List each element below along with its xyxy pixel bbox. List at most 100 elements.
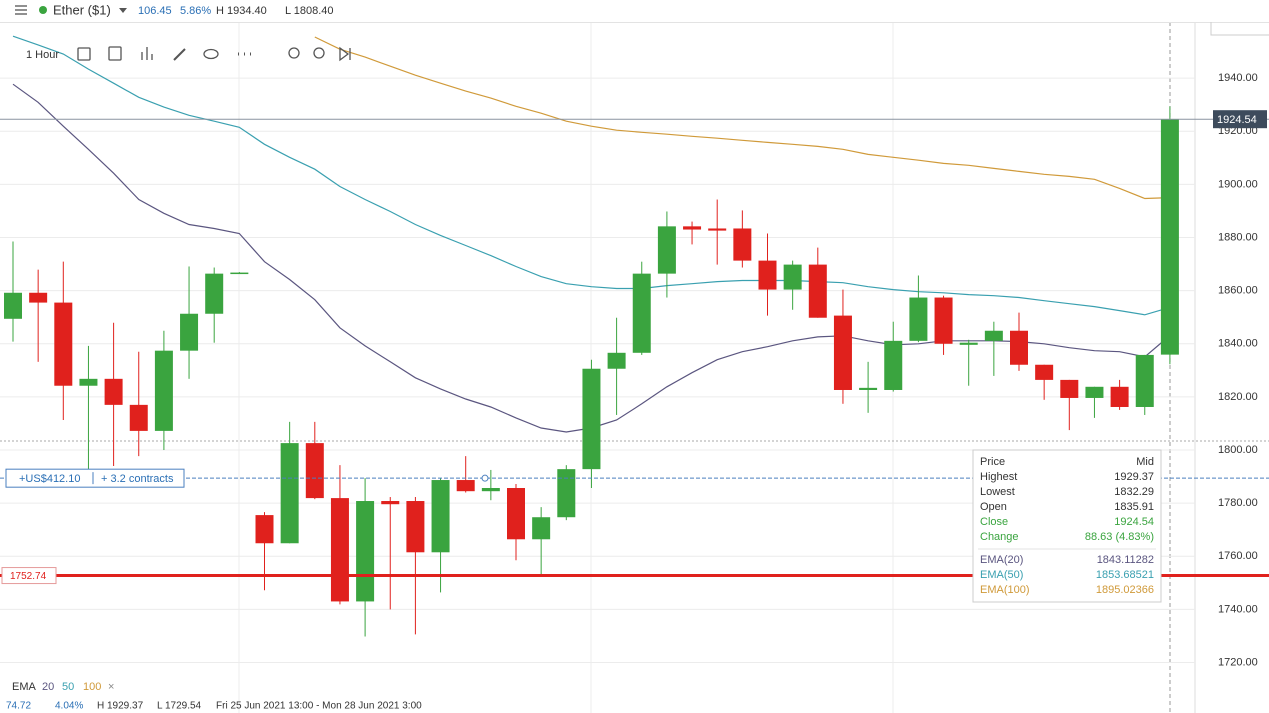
tooltip-label: Open (980, 501, 1007, 513)
candle-body (683, 226, 702, 230)
candle-body (79, 378, 98, 386)
session-high: H 1934.40 (216, 5, 267, 17)
candle-body (758, 260, 777, 290)
position-handle (481, 474, 489, 482)
candle-body (1110, 386, 1129, 407)
alert-label: 1752.74 (10, 571, 47, 582)
calendar-button[interactable] (108, 46, 122, 61)
y-tick-label: 1740.00 (1218, 603, 1258, 615)
tooltip-header: Mid (1136, 456, 1154, 468)
footer-stat: 4.04% (55, 701, 83, 712)
candle-body (280, 443, 299, 544)
tooltip-label: Highest (980, 471, 1017, 483)
instrument-name[interactable]: Ether ($1) (53, 2, 111, 17)
candle-body (481, 488, 500, 492)
candle-body (582, 368, 601, 470)
remove-study[interactable]: × (108, 681, 114, 693)
menu-icon[interactable] (15, 5, 27, 15)
candle-body (104, 378, 123, 405)
zoom-out-button[interactable] (288, 47, 300, 59)
tooltip-value: 1895.02366 (1096, 584, 1154, 596)
draw-button[interactable] (173, 48, 186, 61)
candle-body (1085, 386, 1104, 398)
interval-selector[interactable]: 1 Hour (26, 49, 59, 61)
study-period: 100 (83, 681, 101, 693)
candle-body (1160, 119, 1179, 355)
position-pnl: +US$412.10 (19, 473, 80, 485)
candle-body (632, 273, 651, 353)
candle-body (657, 226, 676, 274)
candle-body (607, 352, 626, 369)
last-price-tag (1213, 110, 1267, 129)
footer-stat: 74.72 (6, 701, 31, 712)
candle-body (1035, 364, 1054, 380)
tooltip-value: 1832.29 (1114, 486, 1154, 498)
tooltip-label: EMA(50) (980, 569, 1023, 581)
y-tick-label: 1720.00 (1218, 656, 1258, 668)
change-pct: 5.86% (180, 5, 211, 17)
candle-body (330, 498, 349, 602)
study-period: 20 (42, 681, 54, 693)
candle-body (1135, 354, 1154, 407)
candle-body (356, 501, 375, 602)
dropdown-arrow[interactable] (119, 8, 127, 13)
status-dot (39, 6, 47, 14)
candle-body (884, 340, 903, 390)
view-button[interactable] (203, 48, 219, 60)
last-price-label: 1924.54 (1217, 114, 1257, 126)
y-tick-label: 1800.00 (1218, 444, 1258, 456)
ema-line (314, 36, 1170, 200)
scroll-end-button[interactable] (339, 46, 351, 62)
chart-type-button[interactable] (77, 47, 91, 61)
candle-body (934, 297, 953, 344)
tooltip-label: Lowest (980, 486, 1015, 498)
y-tick-label: 1780.00 (1218, 497, 1258, 509)
tooltip-header: Price (980, 456, 1005, 468)
session-low: L 1808.40 (285, 5, 334, 17)
y-tick-label: 1760.00 (1218, 550, 1258, 562)
tooltip-value: 1853.68521 (1096, 569, 1154, 581)
y-tick-label: 1900.00 (1218, 178, 1258, 190)
alert-tag (1, 567, 57, 585)
candle-body (180, 313, 199, 351)
candle-body (733, 228, 752, 261)
position-tag (5, 468, 185, 488)
footer-stat: H 1929.37 (97, 701, 144, 712)
candle-body (1060, 379, 1079, 398)
tooltip-value: 88.63 (4.83%) (1085, 531, 1154, 543)
candle-body (456, 480, 475, 492)
candle-body (859, 387, 878, 390)
tooltip-value: 1924.54 (1114, 516, 1154, 528)
y-tick-label: 1840.00 (1218, 338, 1258, 350)
position-size: + 3.2 contracts (101, 473, 174, 485)
candle-body (381, 501, 400, 505)
candle-body (54, 302, 73, 386)
candle-body (255, 515, 274, 544)
candle-body (833, 315, 852, 390)
study-period: 50 (62, 681, 74, 693)
candle-body (783, 264, 802, 290)
candle-body (406, 501, 425, 553)
footer-range: Fri 25 Jun 2021 13:00 - Mon 28 Jun 2021 … (216, 701, 422, 712)
candle-body (532, 517, 551, 540)
corner-box (1210, 22, 1269, 36)
candle-body (230, 272, 249, 275)
candle-body (4, 292, 22, 319)
tooltip-box (972, 449, 1162, 603)
tooltip-label: Close (980, 516, 1008, 528)
candle-body (984, 330, 1003, 341)
candle-body (129, 404, 148, 431)
zoom-in-button[interactable] (313, 47, 325, 59)
tooltip: Price Mid Highest 1929.37 Lowest 1832.29 Open 1… (972, 449, 1162, 603)
y-tick-label: 1820.00 (1218, 391, 1258, 403)
tooltip-label: Change (980, 531, 1019, 543)
candle-body (29, 292, 48, 303)
indicators-button[interactable] (141, 47, 153, 60)
tooltip-label: EMA(100) (980, 584, 1030, 596)
tooltip-value: 1835.91 (1114, 501, 1154, 513)
candle-body (154, 350, 173, 431)
candle-body (305, 443, 324, 499)
change: 106.45 (138, 5, 172, 17)
candle-body (1010, 330, 1028, 365)
